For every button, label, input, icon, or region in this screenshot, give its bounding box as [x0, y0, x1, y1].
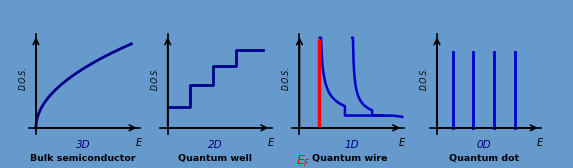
Text: D.O.S.: D.O.S.: [282, 67, 291, 91]
Text: D.O.S.: D.O.S.: [19, 67, 28, 91]
Text: E: E: [399, 138, 405, 149]
Text: D.O.S.: D.O.S.: [420, 67, 429, 91]
Text: D.O.S.: D.O.S.: [151, 67, 159, 91]
Text: 0D: 0D: [477, 140, 492, 150]
Text: E: E: [536, 138, 543, 149]
Text: 2D: 2D: [207, 140, 222, 150]
Text: Quantum dot: Quantum dot: [449, 154, 519, 163]
Text: Quantum wire: Quantum wire: [312, 154, 387, 163]
Text: 1D: 1D: [345, 140, 359, 150]
Text: Bulk semiconductor: Bulk semiconductor: [30, 154, 136, 163]
Text: $\mathit{E_F}$: $\mathit{E_F}$: [296, 154, 311, 168]
Text: Quantum well: Quantum well: [178, 154, 252, 163]
Text: E: E: [135, 138, 142, 149]
Text: 3D: 3D: [76, 140, 91, 150]
Text: E: E: [267, 138, 273, 149]
